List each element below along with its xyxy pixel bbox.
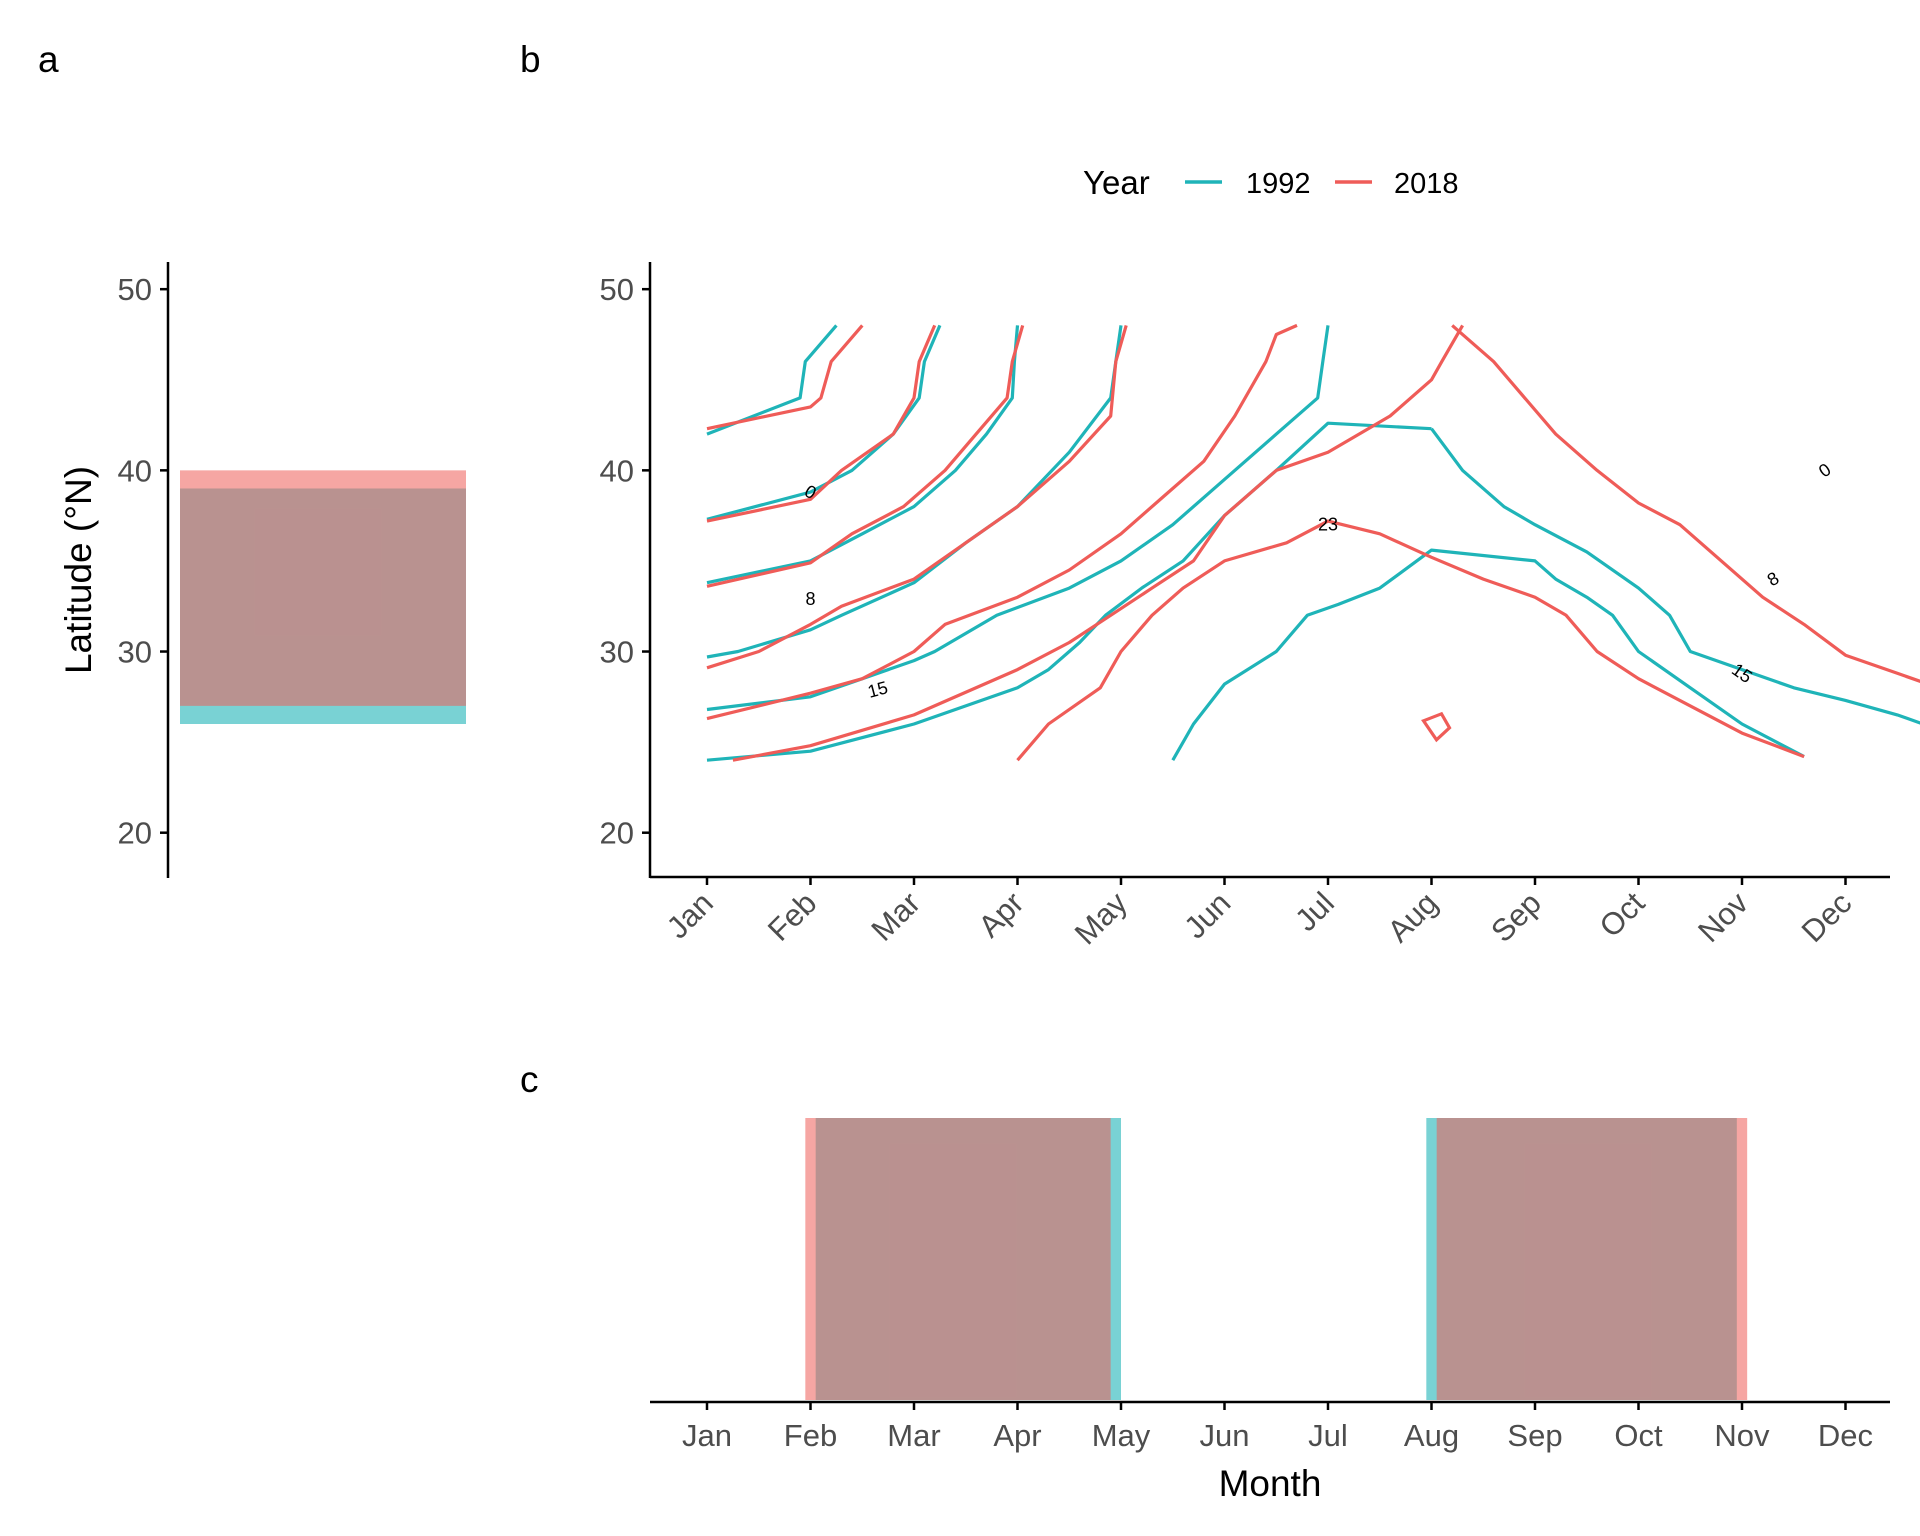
panel-tag-b: b <box>520 39 541 80</box>
x-tick-label: Jul <box>1308 1418 1348 1453</box>
x-tick-label: Sep <box>1484 885 1548 949</box>
y-tick-label: 30 <box>118 635 152 670</box>
panel-tag-c: c <box>520 1059 539 1100</box>
contour-label: 8 <box>1764 568 1783 590</box>
contour-label: 23 <box>1318 515 1338 535</box>
contour-label: 8 <box>805 589 815 609</box>
panel-a: 20 30 40 50 Latitude (°N) <box>58 262 466 878</box>
x-tick-label: Jun <box>1200 1418 1250 1453</box>
contour-line-2018-2 <box>706 324 1025 588</box>
contour-label: 15 <box>1728 659 1756 687</box>
y-tick-label: 40 <box>118 453 152 488</box>
contour-line-1992-7 <box>1430 427 1920 725</box>
contour-line-2018-7 <box>1451 324 1920 683</box>
lat-range-2018 <box>180 470 466 706</box>
x-tick-label: Nov <box>1691 885 1755 949</box>
season-range-bars <box>805 1118 1748 1400</box>
x-tick-label: Mar <box>887 1418 940 1453</box>
x-tick-label: Feb <box>784 1418 837 1453</box>
season-range-2018 <box>1436 1118 1748 1400</box>
contour-label: 15 <box>866 677 891 702</box>
contour-line-2018-5 <box>732 324 1464 762</box>
contour-loop-2018 <box>1421 711 1452 743</box>
x-tick-label: Apr <box>972 885 1031 944</box>
x-tick-label: Aug <box>1381 885 1445 949</box>
y-tick-label: 20 <box>118 816 152 851</box>
y-tick-label: 30 <box>600 635 634 670</box>
x-tick-label: Jun <box>1177 885 1237 945</box>
contour-line-1992-6 <box>1171 548 1805 761</box>
latitude-range-bars <box>180 470 466 724</box>
x-tick-label: Apr <box>993 1418 1041 1453</box>
y-tick-label: 50 <box>600 272 634 307</box>
panel-tag-a: a <box>38 39 59 80</box>
contour-line-2018-1 <box>706 324 937 523</box>
panel-a-y-axis-title: Latitude (°N) <box>58 466 99 674</box>
panel-b-x-ticks: Jan Feb Mar Apr May Jun Jul Aug Sep Oct Nov Dec <box>660 877 1859 952</box>
panel-a-y-ticks: 20 30 40 50 <box>118 272 168 851</box>
legend-label-1992: 1992 <box>1246 168 1311 200</box>
x-tick-label: Jul <box>1288 885 1341 938</box>
x-tick-label: Oct <box>1593 885 1652 944</box>
x-tick-label: Dec <box>1818 1418 1873 1453</box>
y-tick-label: 20 <box>600 816 634 851</box>
panel-c-x-ticks: Jan Feb Mar Apr May Jun Jul Aug Sep Oct Nov Dec <box>682 1402 1873 1453</box>
x-tick-label: Oct <box>1614 1418 1663 1453</box>
y-tick-label: 40 <box>600 453 634 488</box>
contour-line-2018-4 <box>706 323 1298 721</box>
legend-title: Year <box>1083 164 1150 201</box>
x-tick-label: Jan <box>660 885 720 945</box>
contour-lines <box>706 323 1920 762</box>
contour-label: 0 <box>1815 459 1835 481</box>
x-tick-label: Nov <box>1714 1418 1770 1453</box>
contour-line-1992-4 <box>706 325 1330 712</box>
legend-label-2018: 2018 <box>1394 168 1459 200</box>
x-tick-label: Aug <box>1404 1418 1459 1453</box>
contour-line-1992-0 <box>706 324 838 436</box>
x-tick-label: Dec <box>1795 885 1859 949</box>
panel-c: Jan Feb Mar Apr May Jun Jul Aug Sep Oct Nov Dec Mon… <box>650 1118 1890 1504</box>
x-tick-label: Sep <box>1507 1418 1562 1453</box>
contour-line-2018-0 <box>706 324 864 431</box>
panel-b-y-ticks: 20 30 40 50 <box>600 272 650 851</box>
x-tick-label: Feb <box>761 885 824 948</box>
x-tick-label: Mar <box>864 885 927 948</box>
x-tick-label: May <box>1092 1418 1151 1453</box>
x-tick-label: May <box>1068 885 1135 952</box>
panel-c-x-axis-title: Month <box>1219 1463 1322 1504</box>
season-range-2018 <box>805 1118 1111 1400</box>
contour-line-1992-3 <box>706 325 1123 659</box>
x-tick-label: Jan <box>682 1418 732 1453</box>
legend: Year 1992 2018 <box>1083 164 1459 201</box>
contour-line-2018-3 <box>706 324 1128 670</box>
y-tick-label: 50 <box>118 272 152 307</box>
contour-line-2018-6 <box>1016 519 1805 762</box>
